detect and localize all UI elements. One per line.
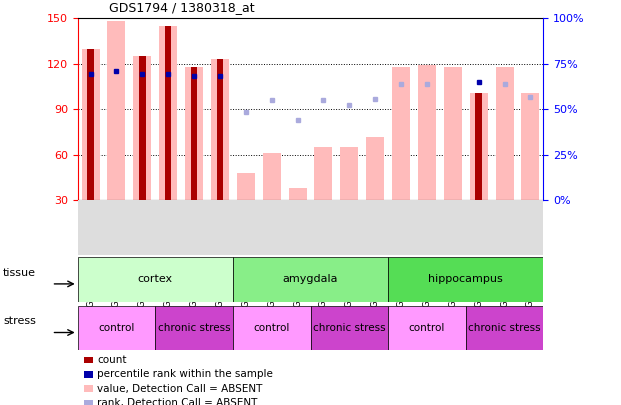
Bar: [522, 93, 540, 200]
Text: chronic stress: chronic stress: [158, 323, 230, 333]
Bar: [159, 26, 177, 200]
Bar: [340, 147, 358, 200]
Text: rank, Detection Call = ABSENT: rank, Detection Call = ABSENT: [97, 398, 258, 405]
Bar: [388, 306, 466, 350]
Bar: [314, 147, 332, 200]
Text: control: control: [253, 323, 290, 333]
Bar: [392, 67, 410, 200]
Bar: [165, 26, 171, 200]
Text: tissue: tissue: [3, 268, 36, 278]
Bar: [217, 59, 223, 200]
Bar: [155, 306, 233, 350]
Bar: [107, 21, 125, 200]
Bar: [310, 306, 388, 350]
Bar: [388, 257, 543, 302]
Text: GDS1794 / 1380318_at: GDS1794 / 1380318_at: [109, 1, 255, 14]
Bar: [366, 137, 384, 200]
Bar: [78, 306, 155, 350]
Text: value, Detection Call = ABSENT: value, Detection Call = ABSENT: [97, 384, 263, 394]
Text: cortex: cortex: [138, 275, 173, 284]
Bar: [466, 306, 543, 350]
Bar: [418, 65, 436, 200]
Bar: [185, 67, 203, 200]
Text: amygdala: amygdala: [283, 275, 338, 284]
Text: control: control: [98, 323, 135, 333]
Text: stress: stress: [3, 316, 36, 326]
Bar: [233, 257, 388, 302]
Bar: [78, 257, 233, 302]
Bar: [496, 67, 514, 200]
Bar: [263, 153, 281, 200]
Bar: [444, 67, 462, 200]
Bar: [469, 93, 487, 200]
Text: percentile rank within the sample: percentile rank within the sample: [97, 369, 273, 379]
Bar: [81, 49, 99, 200]
Bar: [233, 306, 310, 350]
Text: count: count: [97, 355, 127, 365]
Bar: [88, 49, 94, 200]
Text: chronic stress: chronic stress: [468, 323, 541, 333]
Bar: [134, 56, 152, 200]
Bar: [211, 59, 229, 200]
Text: control: control: [409, 323, 445, 333]
Text: hippocampus: hippocampus: [428, 275, 503, 284]
Bar: [237, 173, 255, 200]
Bar: [289, 188, 307, 200]
Text: chronic stress: chronic stress: [313, 323, 386, 333]
Bar: [476, 93, 482, 200]
Bar: [139, 56, 145, 200]
Bar: [191, 67, 197, 200]
